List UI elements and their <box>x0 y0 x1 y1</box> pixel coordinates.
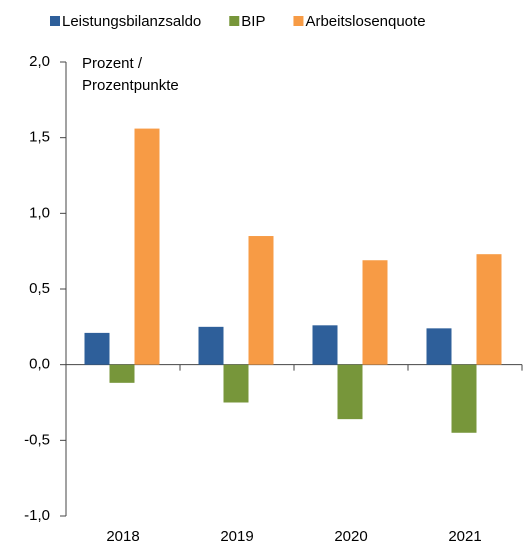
y-tick-label: 0,5 <box>29 280 50 297</box>
y-tick-label: 1,5 <box>29 129 50 146</box>
legend-label: Arbeitslosenquote <box>305 13 425 30</box>
x-tick-label: 2020 <box>334 528 367 545</box>
bar <box>134 128 160 365</box>
bar <box>337 364 363 420</box>
y-tick-label: 0,0 <box>29 356 50 373</box>
bar <box>84 332 110 365</box>
legend-marker <box>50 16 60 26</box>
bar <box>362 260 388 365</box>
legend-marker <box>229 16 240 26</box>
bar <box>248 236 274 365</box>
bar <box>198 326 224 365</box>
x-tick-label: 2019 <box>220 528 253 545</box>
y-axis-label: Prozentpunkte <box>82 77 179 94</box>
y-axis-label: Prozent / <box>82 55 143 72</box>
y-tick-label: 2,0 <box>29 53 50 70</box>
y-tick-label: 1,0 <box>29 204 50 221</box>
bar <box>476 254 502 365</box>
x-tick-label: 2018 <box>106 528 139 545</box>
legend-label: BIP <box>241 13 265 30</box>
legend-label: Leistungsbilanzsaldo <box>62 13 201 30</box>
bar <box>451 364 477 433</box>
y-tick-label: -0,5 <box>24 431 50 448</box>
y-tick-label: -1,0 <box>24 507 50 524</box>
bar <box>426 328 452 365</box>
x-tick-label: 2021 <box>448 528 481 545</box>
bar <box>109 364 135 383</box>
bar <box>223 364 249 403</box>
bar <box>312 325 338 365</box>
legend-marker <box>293 16 304 26</box>
